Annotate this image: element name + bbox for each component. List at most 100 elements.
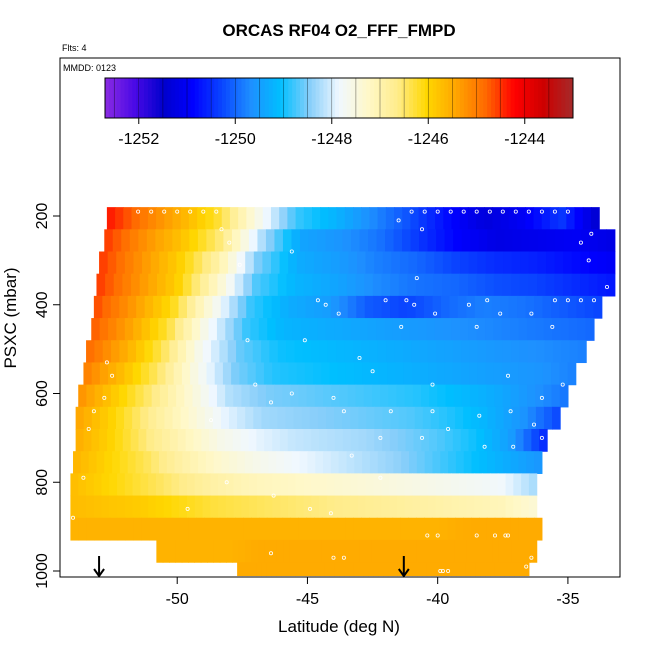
sample-point bbox=[378, 435, 383, 440]
heatmap-cell bbox=[282, 517, 292, 541]
heatmap-cell bbox=[576, 295, 586, 319]
heatmap-cell bbox=[251, 539, 259, 563]
heatmap-cell bbox=[189, 229, 199, 253]
heatmap-cell bbox=[392, 318, 402, 341]
colorbar-cell bbox=[147, 78, 153, 118]
heatmap-cell bbox=[75, 406, 85, 430]
heatmap-cell bbox=[124, 406, 133, 430]
heatmap-cell bbox=[356, 251, 367, 275]
heatmap-cell bbox=[176, 251, 186, 275]
heatmap-cell bbox=[429, 384, 438, 408]
heatmap-cell bbox=[86, 384, 96, 408]
heatmap-cell bbox=[342, 406, 351, 430]
heatmap-cell bbox=[163, 229, 173, 253]
heatmap-cell bbox=[519, 273, 529, 297]
heatmap-cell bbox=[94, 384, 104, 408]
sample-point bbox=[336, 311, 341, 316]
sample-point bbox=[425, 533, 430, 538]
heatmap-cell bbox=[237, 562, 243, 577]
heatmap-cell bbox=[528, 273, 538, 297]
heatmap-cell bbox=[249, 384, 259, 408]
sample-point bbox=[446, 426, 451, 431]
sample-point bbox=[227, 240, 232, 245]
sample-point bbox=[433, 311, 438, 316]
heatmap-cell bbox=[169, 429, 179, 452]
heatmap-cell bbox=[88, 451, 98, 474]
heatmap-cell bbox=[355, 384, 365, 408]
heatmap-cell bbox=[448, 451, 457, 474]
heatmap-cell bbox=[455, 451, 465, 474]
heatmap-cell bbox=[391, 251, 401, 275]
heatmap-cell bbox=[256, 495, 266, 519]
heatmap-cell bbox=[155, 495, 165, 519]
heatmap-cell bbox=[396, 473, 406, 497]
sample-point bbox=[589, 231, 594, 236]
heatmap-cell bbox=[144, 295, 154, 319]
heatmap-cell bbox=[286, 273, 296, 297]
heatmap-cell bbox=[444, 429, 454, 452]
colorbar-cell bbox=[120, 78, 125, 118]
heatmap-cell bbox=[117, 473, 126, 497]
heatmap-cell bbox=[454, 539, 462, 563]
heatmap-cell bbox=[362, 451, 371, 474]
heatmap-cell bbox=[191, 318, 201, 341]
sample-point bbox=[399, 324, 404, 329]
colorbar-cell bbox=[194, 78, 200, 118]
heatmap-cell bbox=[315, 451, 324, 474]
heatmap-cell bbox=[324, 562, 331, 577]
heatmap-cell bbox=[241, 473, 250, 497]
heatmap-cell bbox=[311, 429, 320, 452]
heatmap-cell bbox=[411, 340, 421, 364]
heatmap-cell bbox=[580, 251, 590, 275]
heatmap-cell bbox=[240, 429, 250, 452]
heatmap-cell bbox=[523, 562, 530, 577]
heatmap-cell bbox=[474, 295, 484, 319]
heatmap-cell bbox=[482, 495, 491, 519]
heatmap-cell bbox=[459, 273, 469, 297]
heatmap-cell bbox=[164, 207, 174, 230]
heatmap-cell bbox=[166, 318, 176, 341]
x-axis: -50 -45 -40 -35 bbox=[166, 577, 580, 608]
heatmap-cell bbox=[119, 340, 129, 364]
heatmap-cell bbox=[606, 273, 616, 297]
heatmap-cell bbox=[597, 251, 607, 275]
heatmap-cell bbox=[282, 384, 292, 408]
colorbar-cell bbox=[214, 78, 219, 118]
heatmap-cell bbox=[166, 451, 176, 474]
colorbar-cell bbox=[225, 78, 231, 118]
colorbar-cell bbox=[186, 78, 192, 118]
heatmap-cell bbox=[119, 295, 129, 319]
heatmap-cell bbox=[346, 539, 354, 563]
heatmap-cell bbox=[597, 229, 607, 253]
colorbar-cell bbox=[495, 78, 500, 118]
sample-point bbox=[419, 227, 424, 232]
heatmap-cell bbox=[476, 429, 485, 452]
heatmap-cell bbox=[182, 273, 193, 297]
colorbar-cell bbox=[342, 78, 348, 118]
heatmap-cell bbox=[143, 451, 152, 474]
heatmap-cell bbox=[392, 517, 402, 541]
heatmap-cell bbox=[414, 406, 424, 430]
heatmap-cell bbox=[568, 318, 578, 341]
heatmap-cell bbox=[85, 495, 95, 519]
heatmap-cell bbox=[204, 406, 214, 430]
heatmap-cell bbox=[200, 318, 210, 341]
heatmap-cell bbox=[170, 295, 180, 319]
heatmap-cell bbox=[196, 406, 206, 430]
heatmap-cell bbox=[487, 406, 497, 430]
heatmap-cell bbox=[287, 207, 297, 230]
sample-point bbox=[331, 555, 336, 560]
heatmap-cell bbox=[520, 251, 530, 275]
heatmap-cell bbox=[525, 207, 535, 230]
heatmap-cell bbox=[537, 273, 547, 297]
heatmap-cell bbox=[428, 362, 437, 386]
heatmap-cell bbox=[329, 517, 339, 541]
heatmap-cell bbox=[494, 562, 501, 577]
heatmap-cell bbox=[308, 229, 318, 253]
heatmap-cell bbox=[185, 429, 195, 452]
heatmap-cell bbox=[263, 295, 273, 319]
sample-point bbox=[605, 284, 610, 289]
heatmap-cell bbox=[178, 295, 188, 319]
heatmap-cell bbox=[150, 251, 160, 275]
heatmap-cell bbox=[266, 562, 272, 577]
